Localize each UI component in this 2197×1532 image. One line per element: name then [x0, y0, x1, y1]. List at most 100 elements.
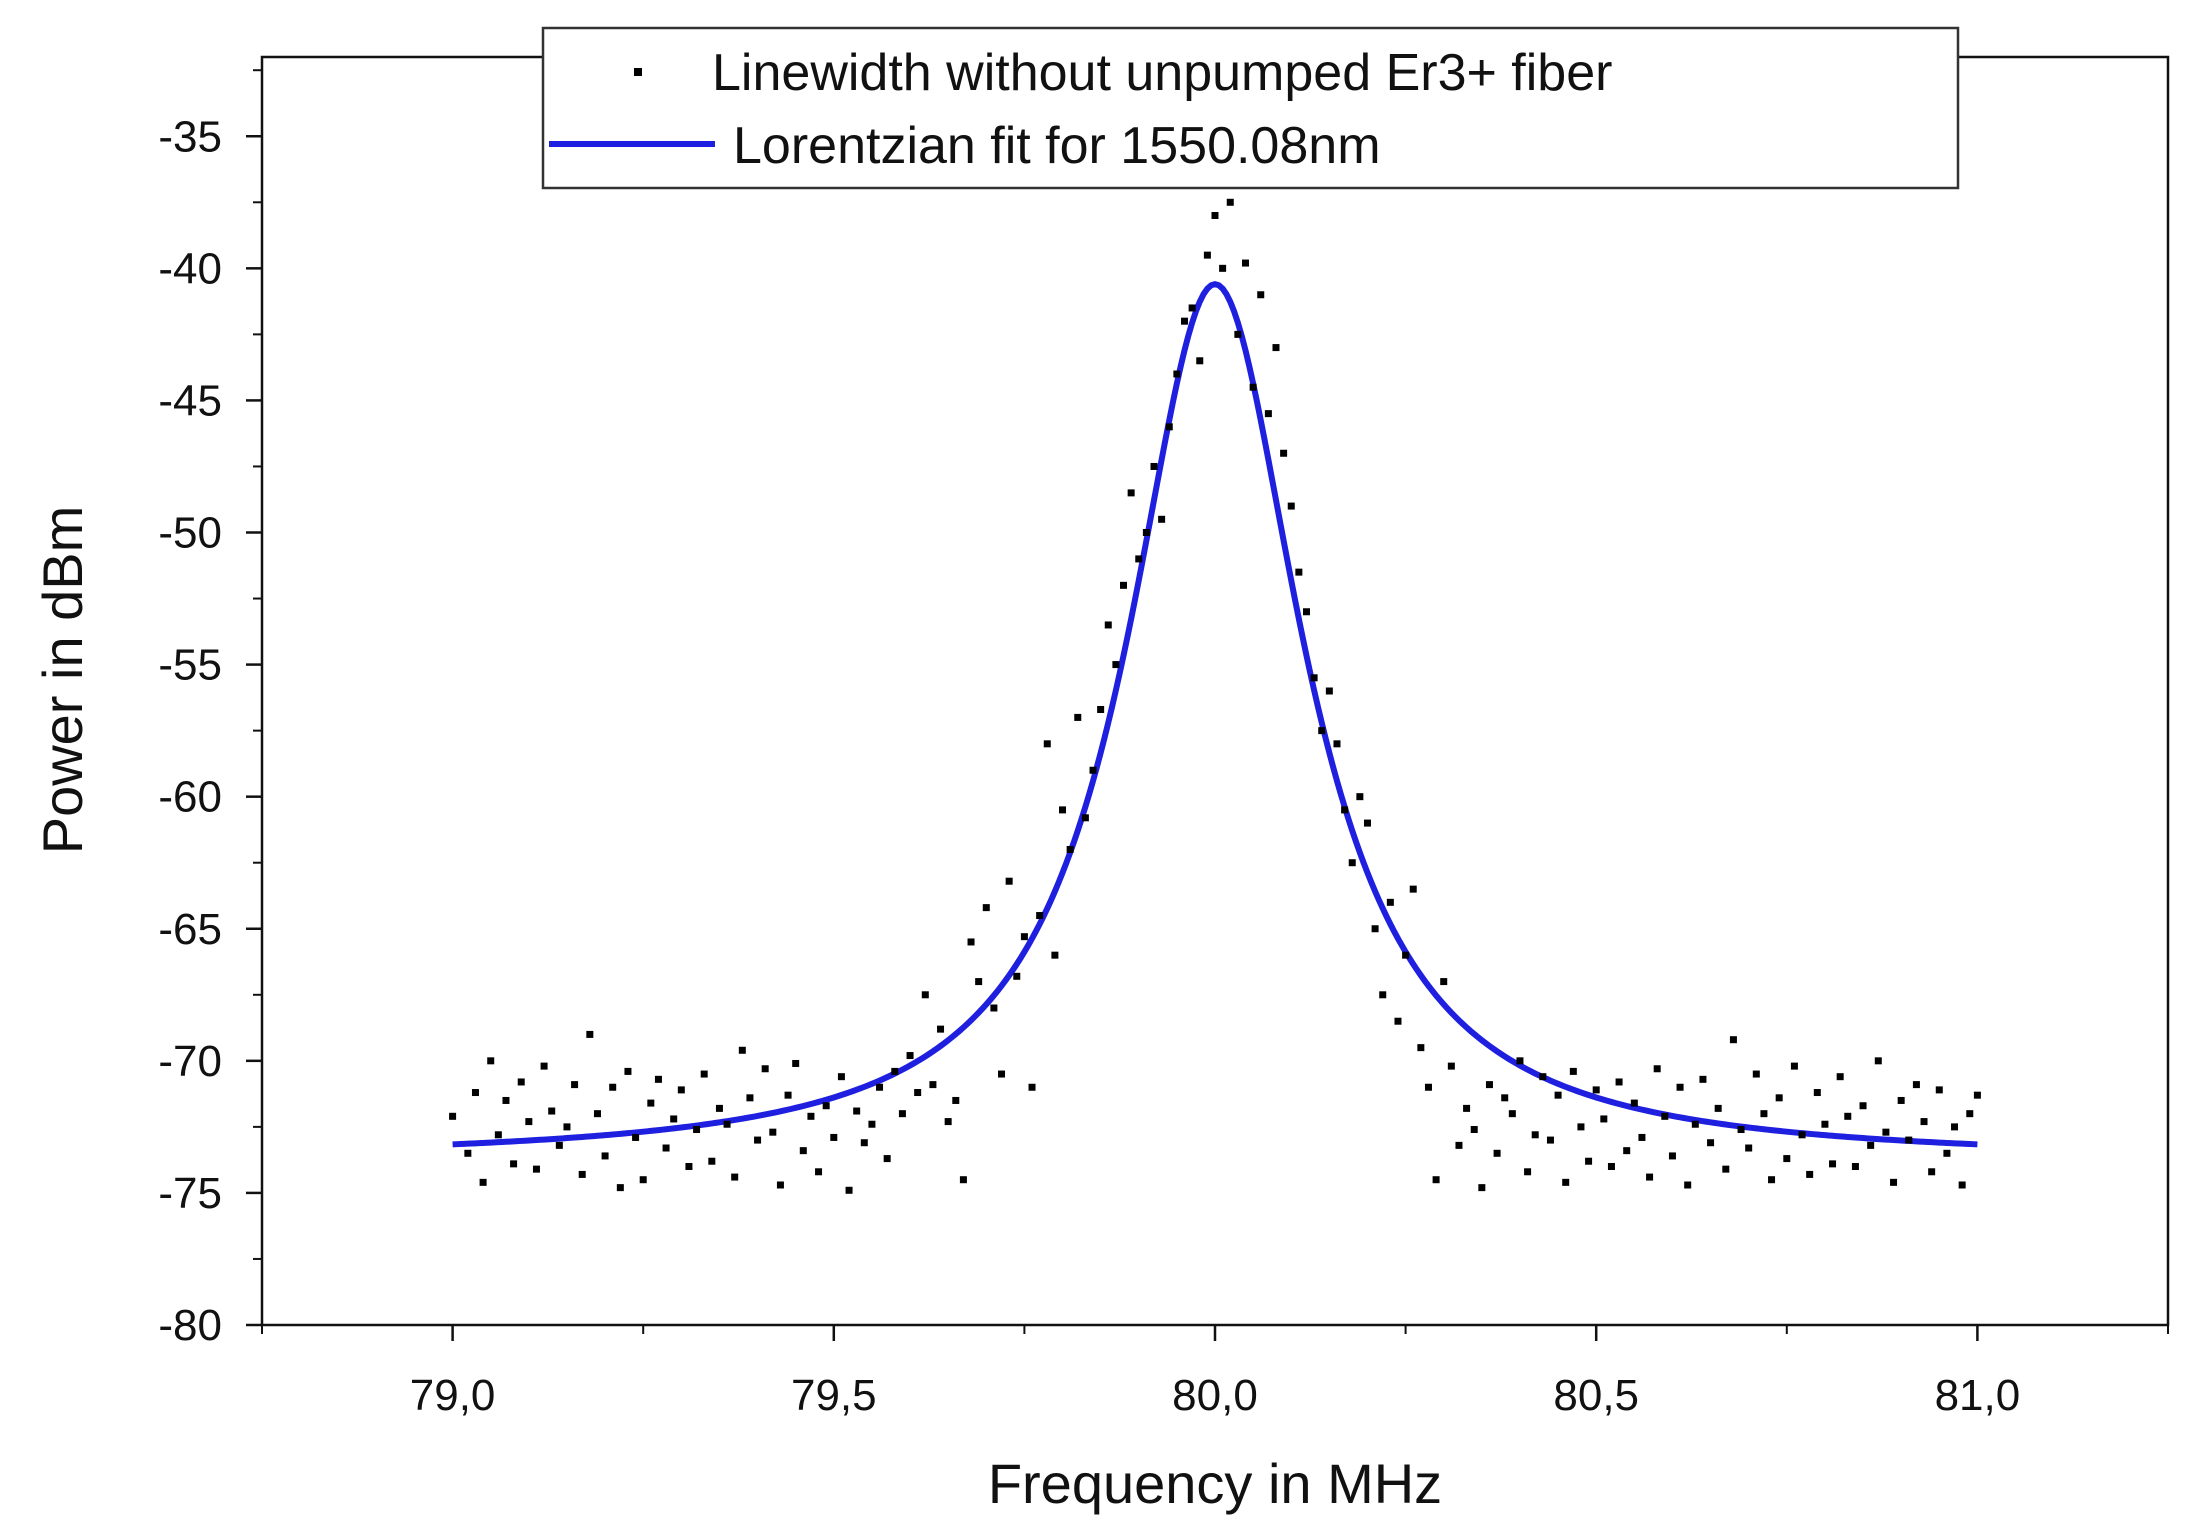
- data-point: [1203, 251, 1211, 259]
- data-point: [731, 1173, 739, 1181]
- data-point: [677, 1086, 685, 1094]
- data-point: [1516, 1057, 1524, 1065]
- data-point: [670, 1115, 678, 1123]
- data-point: [1546, 1136, 1554, 1144]
- y-tick-label: -75: [158, 1169, 222, 1218]
- x-tick-label: 80,5: [1553, 1371, 1639, 1420]
- x-tick-label: 79,5: [791, 1371, 877, 1420]
- data-point: [487, 1057, 495, 1065]
- data-point: [944, 1118, 952, 1126]
- data-point: [1806, 1170, 1814, 1178]
- data-point: [1089, 766, 1097, 774]
- data-point: [1226, 198, 1234, 206]
- data-point: [723, 1120, 731, 1128]
- data-point: [830, 1133, 838, 1141]
- plot-frame: [260, 55, 2170, 1327]
- data-point: [1760, 1110, 1768, 1118]
- data-point: [586, 1030, 594, 1038]
- data-point: [1325, 687, 1333, 695]
- data-point: [1935, 1086, 1943, 1094]
- data-point: [647, 1099, 655, 1107]
- data-point: [1912, 1081, 1920, 1089]
- data-point: [1943, 1149, 1951, 1157]
- data-point: [715, 1104, 723, 1112]
- data-point: [1043, 740, 1051, 748]
- data-point: [1501, 1094, 1509, 1102]
- data-point: [1196, 357, 1204, 365]
- fit-layer: [452, 281, 1978, 1148]
- data-point: [700, 1070, 708, 1078]
- data-point: [1158, 515, 1166, 523]
- legend-fit-label: Lorentzian fit for 1550.08nm: [733, 117, 1381, 175]
- data-point: [1302, 608, 1310, 616]
- data-point: [1524, 1168, 1532, 1176]
- data-point: [1821, 1120, 1829, 1128]
- data-point: [1432, 1176, 1440, 1184]
- data-point: [1173, 370, 1181, 378]
- data-point: [1539, 1073, 1547, 1081]
- data-point: [1005, 877, 1013, 885]
- data-point: [517, 1078, 525, 1086]
- data-point: [1356, 793, 1364, 801]
- data-point: [1272, 344, 1280, 352]
- data-point: [898, 1110, 906, 1118]
- data-point: [708, 1157, 716, 1165]
- data-point: [1653, 1065, 1661, 1073]
- data-point: [555, 1141, 563, 1149]
- data-point: [1661, 1112, 1669, 1120]
- data-point: [1310, 674, 1318, 682]
- scatter-points: [449, 198, 1981, 1194]
- data-point: [1676, 1083, 1684, 1091]
- x-tick-label: 79,0: [410, 1371, 496, 1420]
- data-point: [1951, 1123, 1959, 1131]
- data-point: [1104, 621, 1112, 629]
- data-point: [746, 1094, 754, 1102]
- data-point: [1394, 1017, 1402, 1025]
- y-tick-label: -55: [158, 641, 222, 690]
- data-point: [1287, 502, 1295, 510]
- data-point: [1775, 1094, 1783, 1102]
- data-point: [525, 1118, 533, 1126]
- data-point: [1470, 1126, 1478, 1134]
- data-point: [929, 1081, 937, 1089]
- data-point: [906, 1052, 914, 1060]
- y-axis-title: Power in dBm: [31, 506, 94, 855]
- data-point: [1707, 1139, 1715, 1147]
- data-point: [799, 1147, 807, 1155]
- data-point: [1135, 555, 1143, 563]
- data-point: [1363, 819, 1371, 827]
- data-point: [883, 1155, 891, 1163]
- data-point: [510, 1160, 518, 1168]
- data-point: [937, 1025, 945, 1033]
- data-point: [1219, 264, 1227, 272]
- data-point: [1592, 1086, 1600, 1094]
- data-point: [860, 1139, 868, 1147]
- y-tick-label: -60: [158, 773, 222, 822]
- legend-scatter-label: Linewidth without unpumped Er3+ fiber: [712, 44, 1612, 102]
- data-point: [449, 1112, 457, 1120]
- data-point: [754, 1136, 762, 1144]
- data-point: [761, 1065, 769, 1073]
- data-point: [807, 1112, 815, 1120]
- data-point: [1081, 814, 1089, 822]
- data-point: [1829, 1160, 1837, 1168]
- data-point: [1051, 951, 1059, 959]
- data-point: [471, 1089, 479, 1097]
- data-point: [1348, 859, 1356, 867]
- y-tick-label: -80: [158, 1301, 222, 1350]
- data-point: [693, 1126, 701, 1134]
- data-point: [540, 1062, 548, 1070]
- data-point: [479, 1178, 487, 1186]
- data-point: [1615, 1078, 1623, 1086]
- data-point: [1973, 1091, 1981, 1099]
- data-point: [1188, 304, 1196, 312]
- data-point: [1264, 410, 1272, 418]
- data-point: [1295, 568, 1303, 576]
- data-point: [548, 1107, 556, 1115]
- data-point: [1745, 1144, 1753, 1152]
- data-point: [1874, 1057, 1882, 1065]
- data-point: [769, 1128, 777, 1136]
- data-point: [1409, 885, 1417, 893]
- data-point: [1066, 846, 1074, 853]
